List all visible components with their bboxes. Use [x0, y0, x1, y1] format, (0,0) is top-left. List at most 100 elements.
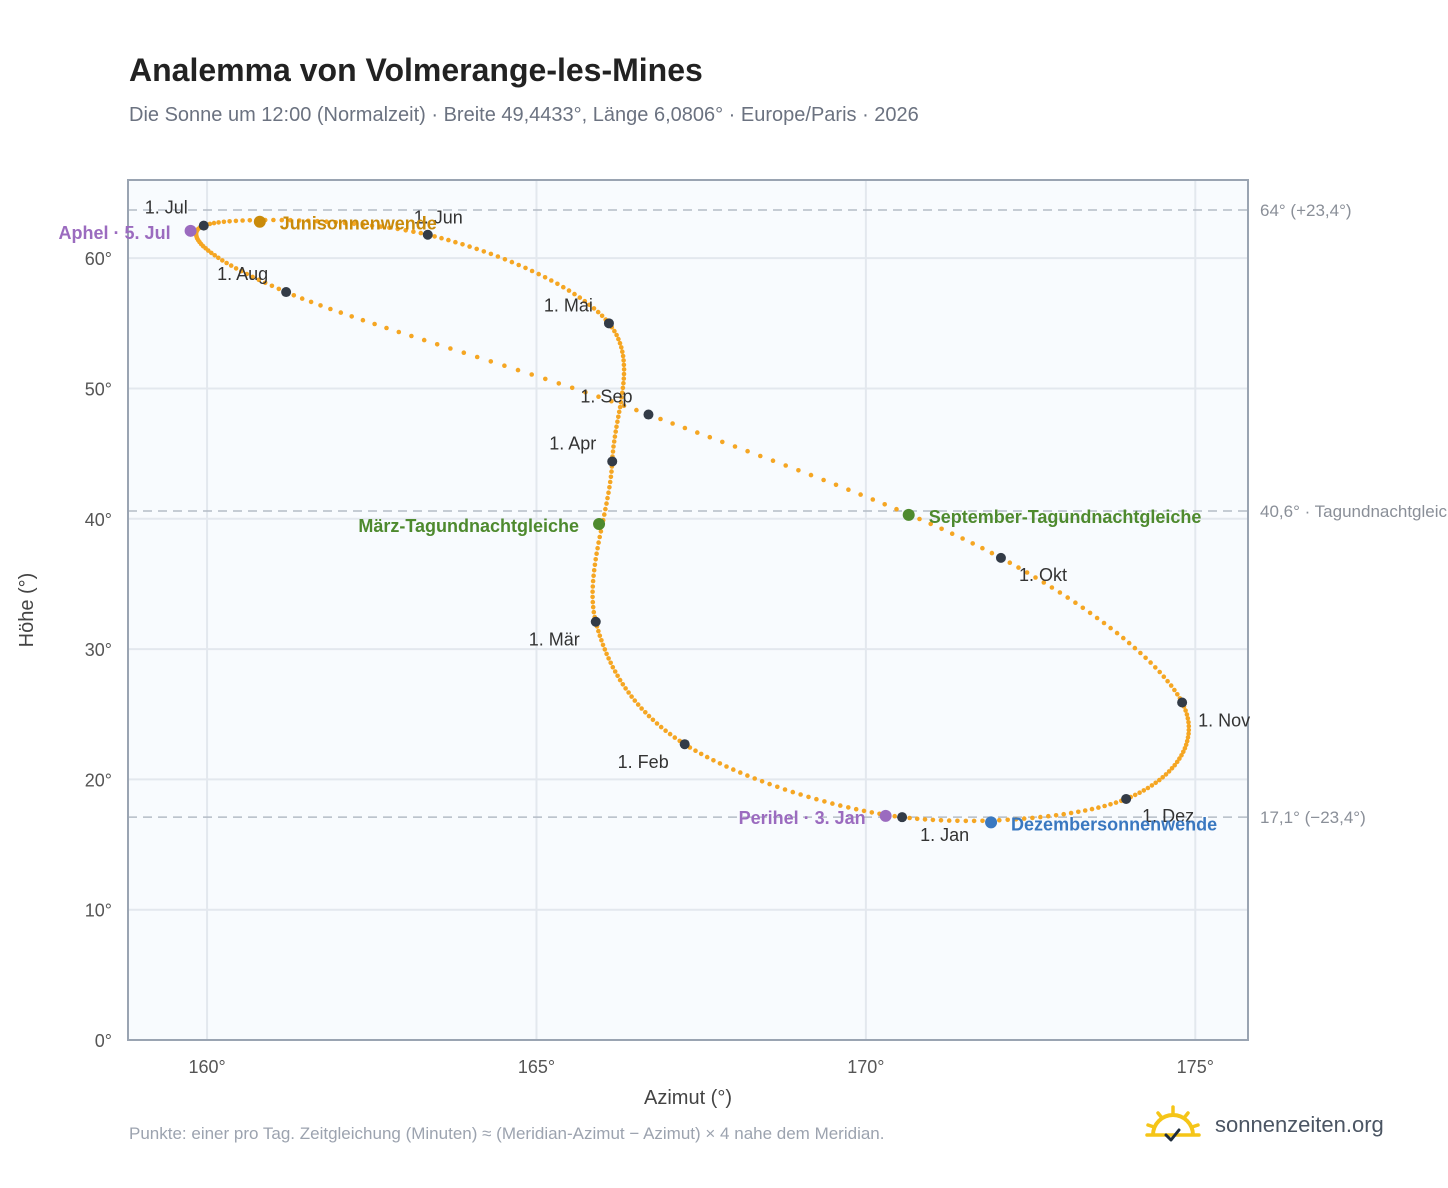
day-point — [488, 359, 494, 364]
day-point — [1185, 735, 1191, 740]
day-point — [894, 506, 899, 512]
y-tick-label: 30° — [85, 640, 112, 660]
day-point — [610, 664, 616, 670]
month-markers: 1. Jan 1. Feb 1. Mär 1. Apr 1. Mai 1. Jun 1. J… — [145, 198, 1250, 846]
day-point — [1137, 790, 1142, 795]
day-point — [418, 230, 424, 236]
day-point — [1053, 813, 1059, 818]
x-axis-ticks: 160° 165° 170° 175° — [188, 1057, 1213, 1077]
day-point — [695, 430, 700, 435]
day-point — [853, 806, 859, 812]
day-point — [572, 291, 577, 297]
day-point — [590, 589, 595, 594]
day-point — [605, 495, 610, 501]
day-point — [591, 306, 597, 311]
day-point — [610, 449, 616, 454]
day-point — [635, 702, 641, 707]
footnote: Punkte: einer pro Tag. Zeitgleichung (Mi… — [129, 1124, 885, 1143]
day-point — [667, 731, 673, 737]
month-label: 1. Aug — [217, 264, 268, 284]
day-point — [822, 799, 827, 804]
day-point — [613, 429, 618, 434]
day-point — [1033, 575, 1038, 580]
day-point — [663, 728, 668, 733]
day-point — [569, 385, 575, 391]
day-point — [621, 403, 627, 409]
day-point — [318, 303, 323, 308]
day-point — [608, 660, 613, 666]
day-point — [1181, 749, 1186, 755]
day-point — [1113, 800, 1119, 805]
day-point — [1126, 640, 1132, 646]
month-point — [1177, 697, 1188, 708]
day-point — [790, 789, 796, 795]
day-point — [949, 531, 955, 536]
day-point — [250, 274, 255, 280]
event-label: Aphel · 5. Jul — [59, 223, 171, 243]
day-point — [291, 293, 297, 298]
day-point — [1030, 815, 1035, 821]
event-point — [184, 224, 197, 237]
day-point — [617, 677, 623, 683]
day-point — [297, 218, 302, 223]
day-point — [596, 628, 601, 634]
day-point — [1185, 716, 1191, 721]
day-point — [1186, 720, 1191, 725]
day-point — [1160, 775, 1165, 780]
day-point — [717, 761, 723, 766]
day-point — [623, 686, 628, 691]
day-point — [693, 748, 698, 753]
day-point — [603, 506, 608, 512]
day-point — [621, 362, 627, 368]
event-markers: Junisonnenwende März-Tagundnachtgleiche Se… — [59, 214, 1218, 835]
day-point — [596, 540, 601, 545]
day-point — [1183, 708, 1188, 713]
brand-logo[interactable]: sonnenzeiten.org — [1145, 1100, 1384, 1150]
day-point — [821, 477, 826, 483]
day-point — [621, 376, 627, 381]
day-point — [446, 237, 451, 243]
day-point — [615, 673, 620, 679]
day-point — [955, 818, 960, 824]
day-point — [621, 380, 626, 386]
day-point — [758, 453, 763, 459]
day-point — [591, 609, 597, 615]
day-point — [1138, 650, 1143, 656]
month-label: 1. Jun — [414, 208, 463, 228]
day-point — [989, 550, 995, 556]
day-point — [930, 817, 936, 823]
day-point — [970, 541, 975, 546]
month-label: 1. Okt — [1019, 565, 1067, 585]
day-point — [738, 770, 743, 775]
day-point — [372, 321, 377, 327]
day-point — [448, 346, 453, 351]
day-point — [590, 584, 596, 589]
day-point — [461, 350, 467, 356]
day-point — [599, 313, 605, 319]
day-point — [963, 818, 969, 824]
day-point — [609, 469, 614, 474]
event-point — [902, 508, 915, 521]
day-point — [814, 796, 819, 802]
day-point — [732, 444, 738, 449]
day-point — [808, 472, 814, 478]
day-point — [1076, 809, 1081, 815]
day-point — [595, 309, 601, 315]
month-point — [603, 318, 614, 329]
month-label: 1. Jul — [145, 198, 188, 218]
y-axis-ticks: 0° 10° 20° 30° 40° 50° 60° — [85, 249, 112, 1051]
day-point — [767, 781, 772, 787]
day-point — [621, 367, 627, 372]
day-point — [917, 516, 922, 522]
day-point — [1165, 678, 1170, 684]
day-point — [1013, 817, 1019, 822]
month-point — [679, 739, 690, 750]
month-label: 1. Mai — [544, 295, 593, 315]
month-point — [607, 456, 618, 467]
day-point — [960, 536, 965, 541]
day-point — [308, 299, 314, 305]
day-point — [212, 253, 217, 258]
day-point — [614, 332, 619, 338]
day-point — [731, 767, 736, 772]
